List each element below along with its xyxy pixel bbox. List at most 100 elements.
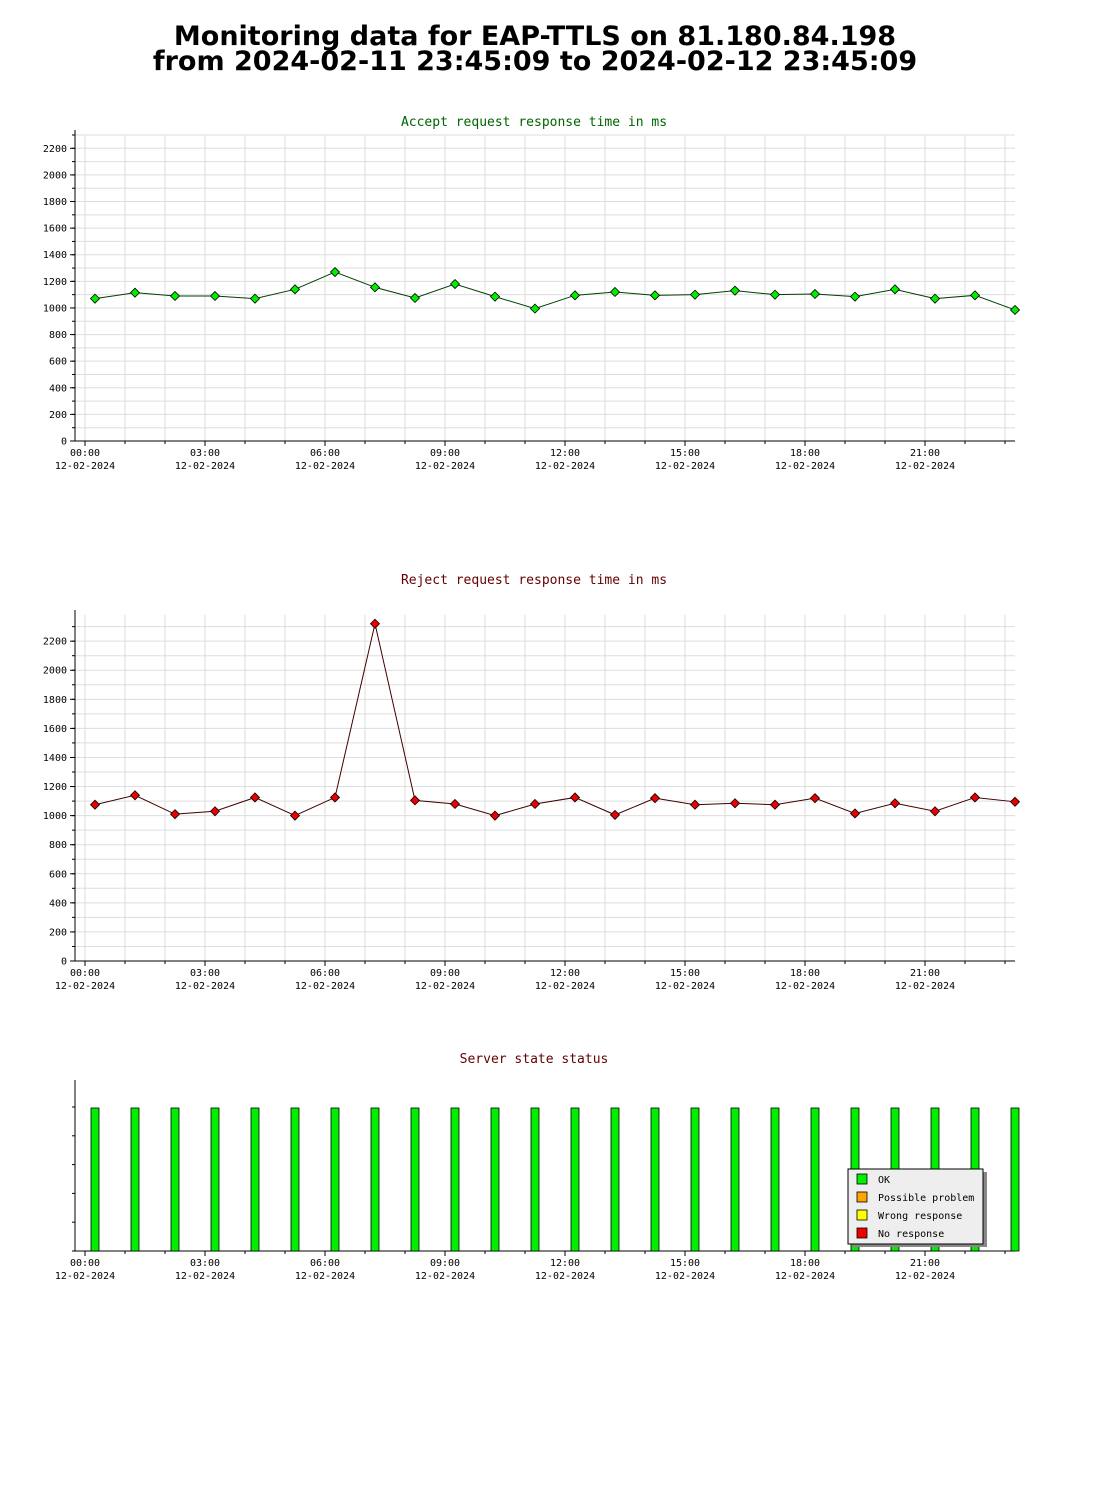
x-tick-label-time: 09:00 (430, 968, 460, 979)
legend-label: Possible problem (878, 1193, 974, 1204)
status-bar (90, 1107, 100, 1252)
data-point (1009, 304, 1021, 316)
chart-title: Accept request response time in ms (401, 115, 667, 130)
data-point (729, 798, 741, 809)
data-point (569, 792, 581, 803)
x-tick-label-date: 12-02-2024 (415, 1271, 475, 1282)
data-point (489, 291, 501, 302)
data-point (769, 799, 781, 810)
status-bar (690, 1107, 700, 1252)
x-tick-label-time: 03:00 (190, 968, 220, 979)
x-tick-label-date: 12-02-2024 (535, 1271, 595, 1282)
y-tick-label: 2000 (43, 170, 67, 181)
y-tick-label: 200 (49, 410, 67, 421)
status-bar (330, 1107, 340, 1252)
data-point (729, 285, 741, 296)
legend-label: OK (878, 1175, 890, 1186)
status-bar (770, 1107, 780, 1252)
legend-swatch (856, 1191, 868, 1203)
page-title-line-2: from 2024-02-11 23:45:09 to 2024-02-12 2… (152, 46, 918, 77)
series-line (94, 623, 1016, 817)
data-point (329, 792, 341, 803)
x-tick-label-date: 12-02-2024 (295, 461, 355, 472)
status-bar (410, 1107, 420, 1252)
status-bar (250, 1107, 260, 1252)
data-point (129, 287, 141, 298)
y-tick-label: 200 (49, 927, 67, 938)
y-tick-label: 1200 (43, 277, 67, 288)
x-tick-label-time: 00:00 (70, 1258, 100, 1269)
data-point (609, 286, 621, 298)
x-tick-label-time: 00:00 (70, 968, 100, 979)
y-tick-label: 2200 (43, 144, 67, 155)
series-line (94, 271, 1016, 311)
y-tick-label: 1400 (43, 753, 67, 764)
status-legend: OK Possible problem Wrong response No respo… (847, 1168, 987, 1247)
data-point (849, 808, 861, 819)
y-tick-label: 400 (49, 383, 67, 394)
status-bar (650, 1107, 660, 1252)
data-point (89, 293, 101, 304)
x-tick-label-date: 12-02-2024 (655, 461, 715, 472)
status-bar (290, 1107, 300, 1252)
y-tick-label: 2000 (43, 666, 67, 677)
data-point (969, 792, 981, 803)
data-point (209, 806, 221, 817)
x-tick-label-date: 12-02-2024 (175, 461, 235, 472)
data-point (209, 290, 221, 302)
page-title-line-1: Monitoring data for EAP-TTLS on 81.180.8… (173, 21, 897, 52)
data-point (529, 303, 541, 314)
y-tick-label: 400 (49, 898, 67, 909)
status-bar (530, 1107, 540, 1252)
data-point (1009, 796, 1021, 807)
server-status-chart: Server state status 00:00 12-02-2024 03:00 1… (55, 1052, 1020, 1282)
x-tick-label-date: 12-02-2024 (535, 461, 595, 472)
legend-label: No response (878, 1229, 944, 1240)
status-bar (1010, 1107, 1020, 1252)
y-tick-label: 1000 (43, 303, 67, 314)
status-bar (810, 1107, 820, 1252)
x-tick-label-date: 12-02-2024 (775, 1271, 835, 1282)
y-tick-label: 600 (49, 357, 67, 368)
y-tick-label: 600 (49, 869, 67, 880)
chart-title: Server state status (460, 1052, 609, 1067)
data-point (449, 278, 461, 290)
x-tick-label-time: 12:00 (550, 448, 580, 459)
status-bar (370, 1107, 380, 1252)
y-tick-label: 1800 (43, 695, 67, 706)
data-point (249, 293, 261, 304)
x-tick-label-date: 12-02-2024 (775, 461, 835, 472)
x-tick-label-time: 15:00 (670, 448, 700, 459)
x-tick-label-time: 06:00 (310, 968, 340, 979)
y-tick-label: 800 (49, 840, 67, 851)
y-tick-label: 1000 (43, 811, 67, 822)
data-point (609, 809, 621, 820)
y-tick-label: 1200 (43, 782, 67, 793)
legend-box (847, 1168, 984, 1245)
status-bar (570, 1107, 580, 1252)
x-tick-label-time: 06:00 (310, 1258, 340, 1269)
x-tick-label-date: 12-02-2024 (895, 981, 955, 992)
status-bar (210, 1107, 220, 1252)
status-bar (730, 1107, 740, 1252)
x-tick-label-time: 21:00 (910, 968, 940, 979)
x-tick-label-time: 21:00 (910, 448, 940, 459)
x-tick-label-date: 12-02-2024 (55, 1271, 115, 1282)
y-tick-label: 2200 (43, 637, 67, 648)
x-tick-label-time: 18:00 (790, 1258, 820, 1269)
data-point (929, 806, 941, 817)
data-point (329, 266, 341, 278)
x-tick-label-date: 12-02-2024 (775, 981, 835, 992)
data-point (569, 290, 581, 301)
data-point (769, 289, 781, 300)
x-tick-label-date: 12-02-2024 (175, 1271, 235, 1282)
reject-response-chart: Reject request response time in ms 0 200 40… (43, 573, 1021, 992)
y-tick-label: 1600 (43, 724, 67, 735)
data-point (849, 291, 861, 302)
data-point (289, 810, 301, 821)
y-tick-label: 0 (61, 437, 67, 448)
data-point (689, 799, 701, 810)
chart-title: Reject request response time in ms (401, 573, 667, 588)
data-point (169, 290, 181, 302)
status-bar (450, 1107, 460, 1252)
